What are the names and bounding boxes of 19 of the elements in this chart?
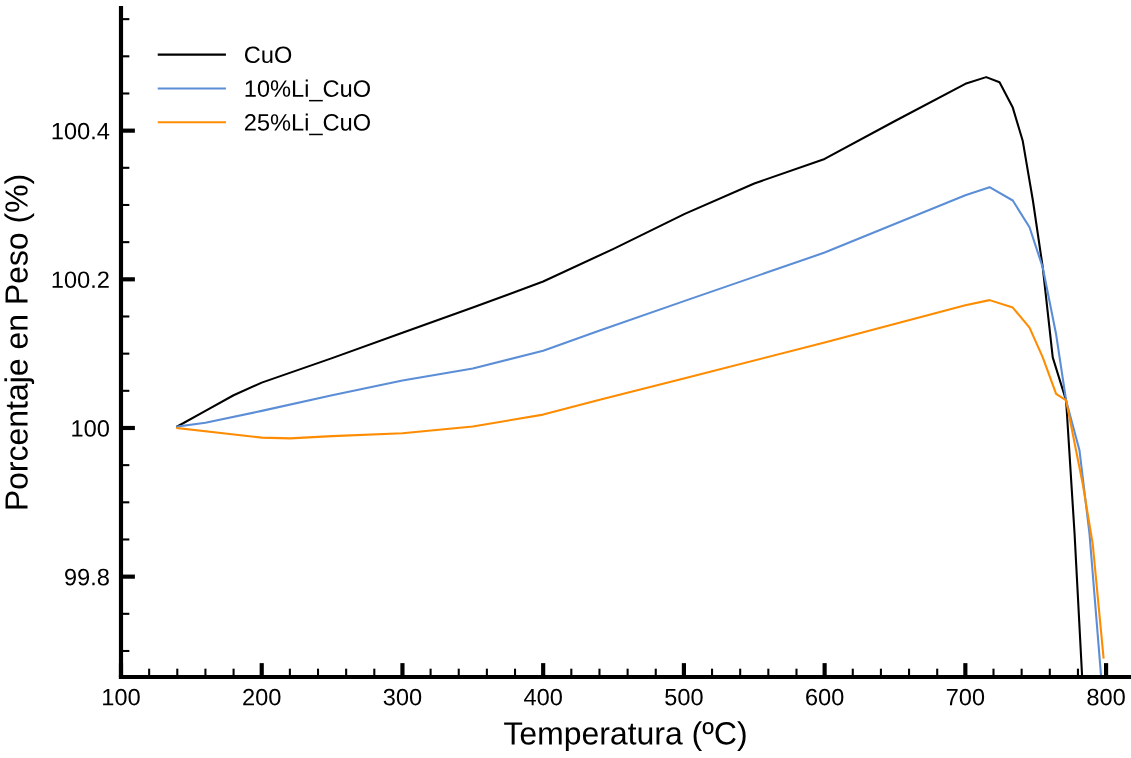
y-axis-title: Porcentaje en Peso (%) — [4, 175, 35, 509]
line-series — [176, 299, 1105, 659]
y-tick-label: 100.2 — [52, 271, 109, 289]
x-tick-label: 200 — [243, 688, 281, 706]
x-tick-label: 700 — [946, 688, 985, 706]
x-tick-label: 800 — [1087, 688, 1125, 706]
legend-label: 10%Li_CuO — [245, 79, 370, 102]
x-tick-label: 500 — [665, 688, 703, 706]
x-tick-label: 600 — [806, 688, 844, 706]
x-tick-label: 100 — [103, 688, 140, 706]
x-tick-label: 300 — [383, 688, 422, 706]
x-tick-label: 400 — [524, 688, 562, 706]
y-tick-label: 100 — [72, 420, 109, 437]
legend-label: CuO — [244, 46, 292, 64]
legend-label: 25%Li_CuO — [244, 113, 370, 136]
line-series — [176, 186, 1103, 677]
y-tick-label: 100.4 — [52, 122, 110, 140]
x-axis-title: Temperatura (ºC) — [504, 721, 746, 752]
y-tick-label: 99.8 — [65, 568, 109, 586]
